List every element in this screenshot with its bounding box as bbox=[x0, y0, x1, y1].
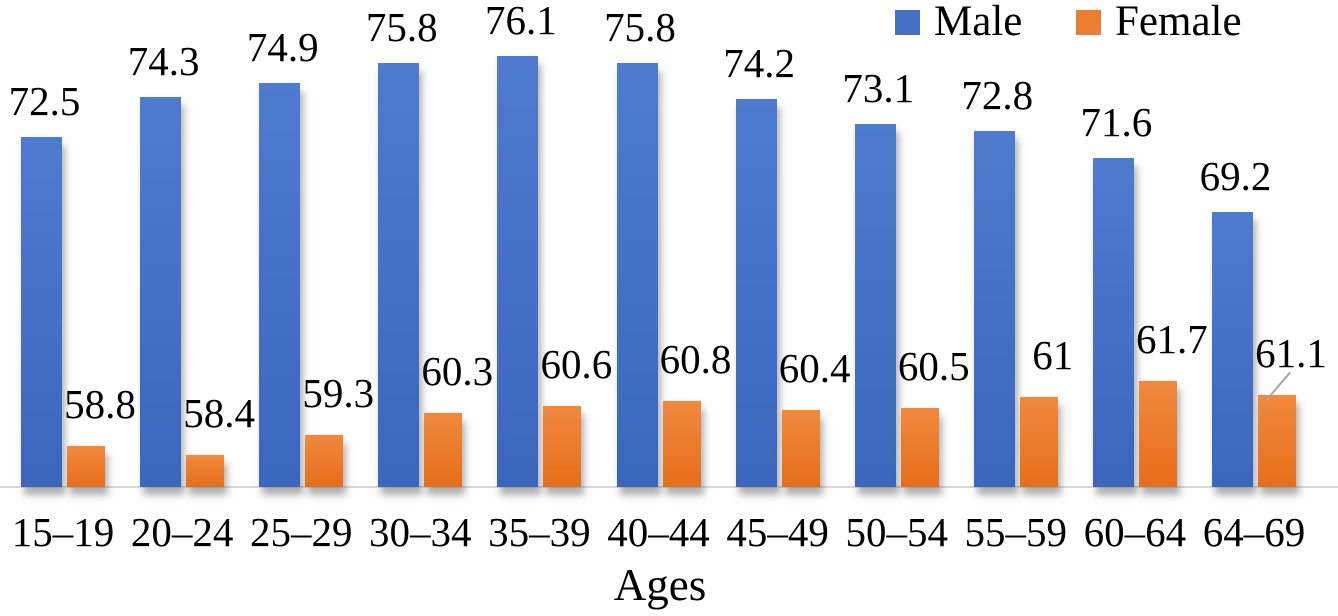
bar-male bbox=[973, 131, 1015, 487]
female-legend-swatch-icon bbox=[1076, 9, 1101, 35]
male-value-label: 71.6 bbox=[1080, 99, 1153, 145]
legend-label-male: Male bbox=[934, 0, 1023, 45]
legend-label-female: Female bbox=[1115, 0, 1242, 45]
x-axis-tick-label: 40–44 bbox=[607, 509, 710, 555]
x-axis-tick-label: 30–34 bbox=[369, 509, 472, 555]
male-value-label: 73.1 bbox=[842, 65, 915, 111]
x-axis-tick-label: 64–69 bbox=[1202, 509, 1306, 555]
male-value-label: 74.3 bbox=[127, 38, 200, 84]
male-value-label: 72.5 bbox=[8, 78, 81, 124]
female-value-label: 61 bbox=[1032, 332, 1074, 378]
male-value-label: 76.1 bbox=[485, 0, 557, 43]
bar-male bbox=[21, 137, 62, 487]
bar-female bbox=[67, 446, 105, 487]
bar-male bbox=[1212, 212, 1253, 487]
legend: Male Female bbox=[0, 0, 1338, 44]
female-value-label: 61.1 bbox=[1255, 330, 1327, 376]
bar-female bbox=[900, 408, 939, 487]
male-value-label: 74.9 bbox=[246, 24, 319, 70]
male-value-label: 74.2 bbox=[723, 40, 795, 86]
female-value-label: 60.4 bbox=[778, 345, 851, 391]
male-legend-swatch-icon bbox=[895, 9, 920, 35]
bar-female bbox=[781, 410, 820, 487]
bar-female bbox=[543, 406, 582, 487]
bar-female bbox=[662, 401, 701, 487]
x-axis-tick-label: 35–39 bbox=[488, 509, 591, 555]
bar-male bbox=[378, 63, 420, 487]
bar-female bbox=[1258, 395, 1296, 487]
x-axis-tick-label: 45–49 bbox=[726, 509, 829, 555]
female-value-label: 60.6 bbox=[540, 341, 613, 387]
male-value-label: 69.2 bbox=[1199, 153, 1272, 199]
legend-item-female: Female bbox=[1076, 0, 1242, 44]
x-axis-line bbox=[0, 486, 1338, 488]
female-value-label: 59.3 bbox=[302, 370, 375, 416]
female-value-label: 60.5 bbox=[897, 343, 970, 389]
female-value-label: 60.8 bbox=[659, 336, 732, 382]
x-axis-tick-label: 55–59 bbox=[964, 509, 1068, 555]
female-value-label: 58.8 bbox=[64, 381, 136, 427]
bar-female bbox=[305, 435, 344, 487]
female-value-label: 60.3 bbox=[421, 348, 494, 394]
x-axis-tick-label: 25–29 bbox=[249, 509, 353, 555]
bar-male bbox=[497, 56, 539, 487]
bar-female bbox=[186, 455, 225, 487]
legend-item-male: Male bbox=[895, 0, 1022, 44]
male-value-label: 75.8 bbox=[604, 4, 676, 50]
male-value-label: 75.8 bbox=[365, 4, 438, 50]
bar-male bbox=[735, 99, 777, 487]
bar-male bbox=[259, 83, 301, 487]
x-axis-tick-label: 15–19 bbox=[11, 509, 115, 555]
bar-female bbox=[1019, 397, 1058, 487]
bar-female bbox=[1138, 381, 1177, 487]
female-value-label: 61.7 bbox=[1136, 316, 1208, 362]
x-axis-tick-label: 20–24 bbox=[130, 509, 234, 555]
bar-male bbox=[616, 63, 658, 487]
bar-male bbox=[1092, 158, 1134, 487]
x-axis-tick-label: 60–64 bbox=[1083, 509, 1187, 555]
x-axis-tick-label: 50–54 bbox=[845, 509, 948, 555]
bar-male bbox=[854, 124, 896, 487]
male-value-label: 72.8 bbox=[961, 72, 1034, 118]
bar-female bbox=[424, 413, 463, 487]
x-axis-title: Ages bbox=[613, 560, 707, 610]
bar-male bbox=[140, 97, 182, 487]
female-value-label: 58.4 bbox=[183, 390, 255, 436]
